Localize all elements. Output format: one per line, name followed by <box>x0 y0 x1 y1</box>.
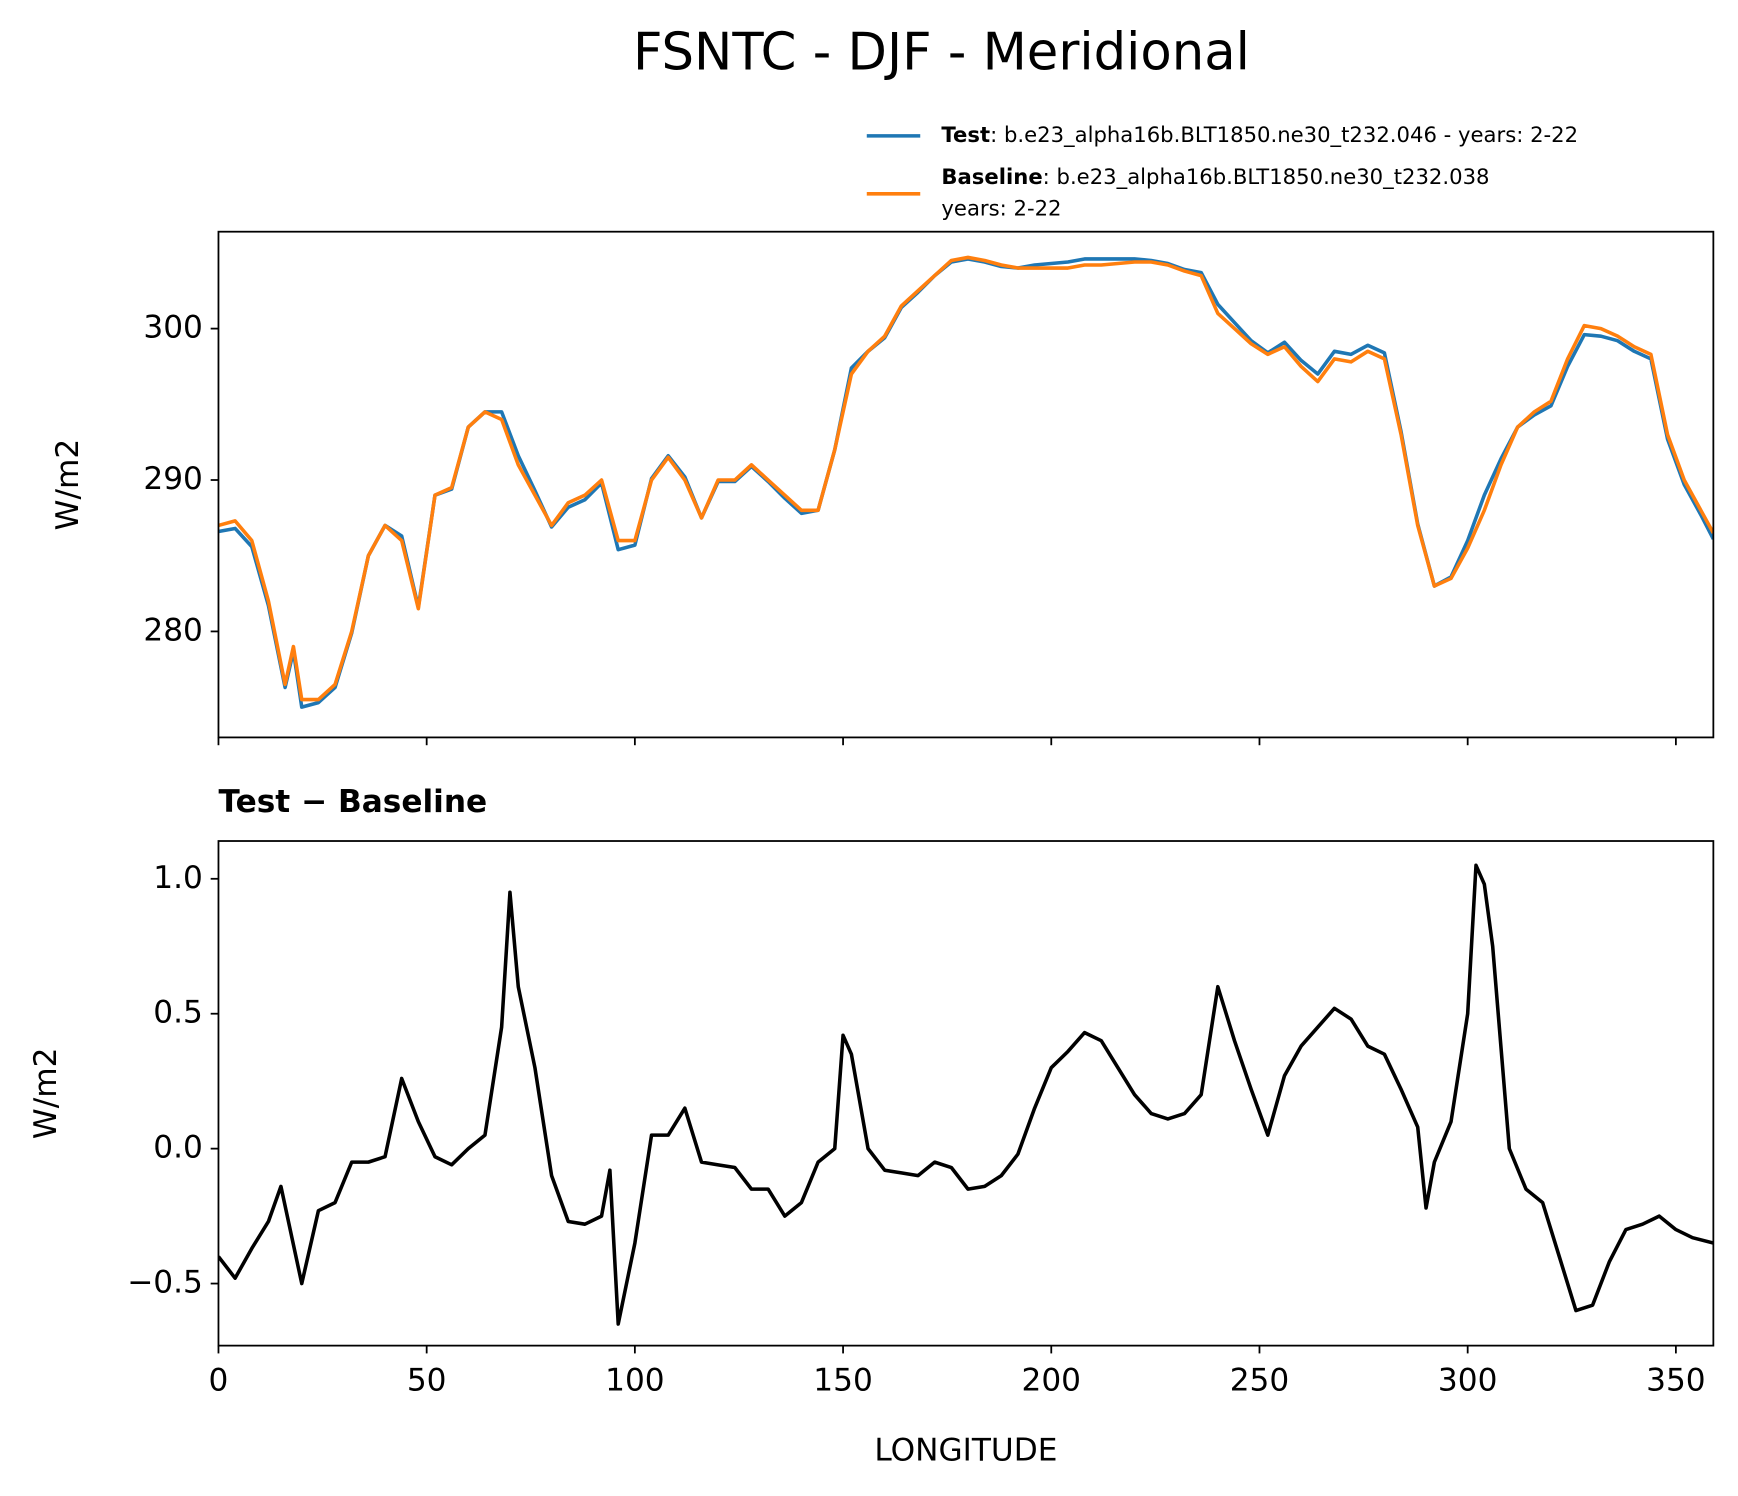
y-axis-label: W/m2 <box>28 1048 64 1140</box>
legend-text: years: 2-22 <box>941 195 1061 220</box>
y-axis-label: W/m2 <box>50 439 86 531</box>
y-tick-label: 0.0 <box>153 1130 203 1166</box>
x-tick-label: 100 <box>605 1362 665 1398</box>
axes-title: Test − Baseline <box>218 784 487 820</box>
y-tick-label: 280 <box>143 612 203 648</box>
x-tick-label: 350 <box>1646 1362 1706 1398</box>
y-tick-label: 290 <box>143 461 203 497</box>
legend-name: Baseline <box>941 164 1042 189</box>
legend-label: Test: b.e23_alpha16b.BLT1850.ne30_t232.0… <box>941 122 1578 147</box>
x-axis-label: LONGITUDE <box>874 1432 1057 1468</box>
x-tick-label: 0 <box>209 1362 229 1398</box>
x-tick-label: 200 <box>1022 1362 1082 1398</box>
y-tick-label: 1.0 <box>153 860 203 896</box>
plot-area <box>218 255 1714 709</box>
y-tick-label: −0.5 <box>127 1265 203 1301</box>
y-tick-label: 0.5 <box>153 995 203 1031</box>
line-series <box>218 863 1714 1326</box>
legend-text: : b.e23_alpha16b.BLT1850.ne30_t232.046 -… <box>990 122 1578 147</box>
legend-label: Baseline: b.e23_alpha16b.BLT1850.ne30_t2… <box>941 164 1489 189</box>
x-tick-label: 50 <box>407 1362 447 1398</box>
line-series <box>218 257 1714 709</box>
x-tick-label: 250 <box>1230 1362 1290 1398</box>
plot-area <box>218 863 1714 1326</box>
axes-frame <box>217 840 1715 1347</box>
line-series <box>218 255 1714 702</box>
x-tick-label: 300 <box>1438 1362 1498 1398</box>
x-tick-label: 150 <box>813 1362 873 1398</box>
y-tick-label: 300 <box>143 310 203 346</box>
legend-label: years: 2-22 <box>941 195 1061 220</box>
figure-title: FSNTC - DJF - Meridional <box>633 23 1250 83</box>
axes-frame <box>217 230 1715 739</box>
legend-name: Test <box>941 122 990 147</box>
legend-text: : b.e23_alpha16b.BLT1850.ne30_t232.038 <box>1043 164 1490 189</box>
